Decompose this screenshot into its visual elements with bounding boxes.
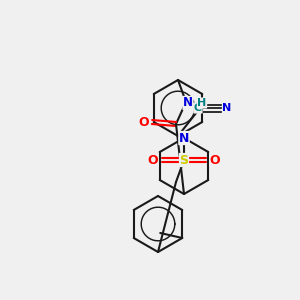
- Text: O: O: [210, 154, 220, 166]
- Text: C: C: [194, 103, 202, 113]
- Text: N: N: [179, 131, 189, 145]
- Text: N: N: [183, 97, 193, 110]
- Text: S: S: [179, 154, 188, 166]
- Text: H: H: [197, 98, 207, 108]
- Text: O: O: [139, 116, 149, 128]
- Text: N: N: [222, 103, 232, 113]
- Text: O: O: [148, 154, 158, 166]
